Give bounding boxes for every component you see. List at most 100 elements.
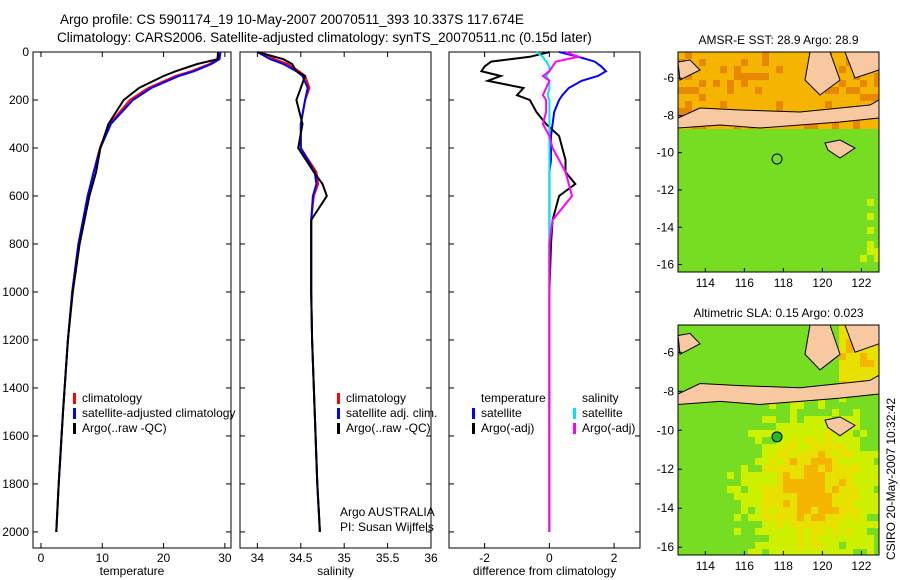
y-tick-label: -14 [657, 501, 675, 515]
map-cell [839, 500, 846, 507]
map-cell [741, 171, 748, 178]
map-cell [699, 220, 706, 227]
map-cell [692, 437, 699, 444]
x-tick-label: 114 [696, 276, 715, 290]
map-cell [818, 486, 825, 493]
map-cell [762, 500, 769, 507]
map-cell [797, 101, 804, 108]
map-cell [762, 472, 769, 479]
map-cell [839, 458, 846, 465]
map-cell [797, 346, 804, 353]
map-cell [741, 437, 748, 444]
map-cell [755, 430, 762, 437]
map-cell [706, 269, 713, 272]
map-cell [797, 171, 804, 178]
map-cell [790, 521, 797, 528]
map-cell [832, 507, 839, 514]
map-cell [860, 143, 867, 150]
map-cell [825, 535, 832, 542]
map-cell [706, 542, 713, 549]
map-cell [692, 416, 699, 423]
map-cell [699, 255, 706, 262]
map-cell [776, 220, 783, 227]
map-cell [846, 94, 853, 101]
map-cell [678, 374, 685, 381]
map-cell [867, 129, 874, 136]
map-cell [769, 234, 776, 241]
map-cell [685, 101, 692, 108]
map-cell [776, 185, 783, 192]
map-cell [811, 409, 818, 416]
map-cell [727, 192, 734, 199]
map-cell [790, 535, 797, 542]
map-cell [790, 339, 797, 346]
map-cell [727, 465, 734, 472]
map-cell [790, 528, 797, 535]
map-cell [867, 248, 874, 255]
map-cell [769, 346, 776, 353]
map-cell [734, 150, 741, 157]
map-cell [713, 220, 720, 227]
map-cell [825, 248, 832, 255]
map-cell [727, 416, 734, 423]
map-cell [846, 185, 853, 192]
map-cell [839, 248, 846, 255]
map-cell [769, 227, 776, 234]
map-cell [783, 157, 790, 164]
map-cell [804, 444, 811, 451]
map-cell [720, 430, 727, 437]
map-cell [748, 101, 755, 108]
map-cell [776, 521, 783, 528]
map-cell [846, 206, 853, 213]
map-cell [720, 451, 727, 458]
map-cell [692, 227, 699, 234]
map-cell [804, 227, 811, 234]
map-cell [706, 514, 713, 521]
map-cell [825, 94, 832, 101]
map-cell [762, 66, 769, 73]
x-tick-label: 116 [735, 276, 754, 290]
map-cell [748, 59, 755, 66]
map-cell [713, 94, 720, 101]
map-cell [804, 206, 811, 213]
map-cell [818, 157, 825, 164]
map-cell [762, 185, 769, 192]
legend-swatch [337, 423, 340, 434]
map-cell [797, 150, 804, 157]
map-cell [678, 465, 685, 472]
map-cell [846, 402, 853, 409]
map-cell [741, 136, 748, 143]
map-cell [811, 535, 818, 542]
map-cell [713, 444, 720, 451]
map-cell [825, 262, 832, 269]
map-cell [860, 472, 867, 479]
map-cell [867, 213, 874, 220]
map-cell [832, 227, 839, 234]
map-cell [867, 73, 874, 80]
map-cell [769, 94, 776, 101]
map-cell [769, 199, 776, 206]
map-cell [762, 94, 769, 101]
map-cell [713, 493, 720, 500]
map-cell [727, 227, 734, 234]
map-cell [783, 164, 790, 171]
map-cell [853, 374, 860, 381]
map-cell [755, 402, 762, 409]
map-cell [811, 122, 818, 129]
map-cell [755, 52, 762, 59]
map-cell [755, 549, 762, 555]
map-cell [825, 409, 832, 416]
map-cell [713, 59, 720, 66]
map-cell [853, 479, 860, 486]
map-cell [839, 479, 846, 486]
map-cell [685, 150, 692, 157]
map-cell [762, 346, 769, 353]
map-cell [853, 493, 860, 500]
map-cell [762, 59, 769, 66]
map-cell [860, 129, 867, 136]
map-cell [685, 486, 692, 493]
map-cell [839, 122, 846, 129]
map-cell [811, 157, 818, 164]
map-cell [755, 409, 762, 416]
